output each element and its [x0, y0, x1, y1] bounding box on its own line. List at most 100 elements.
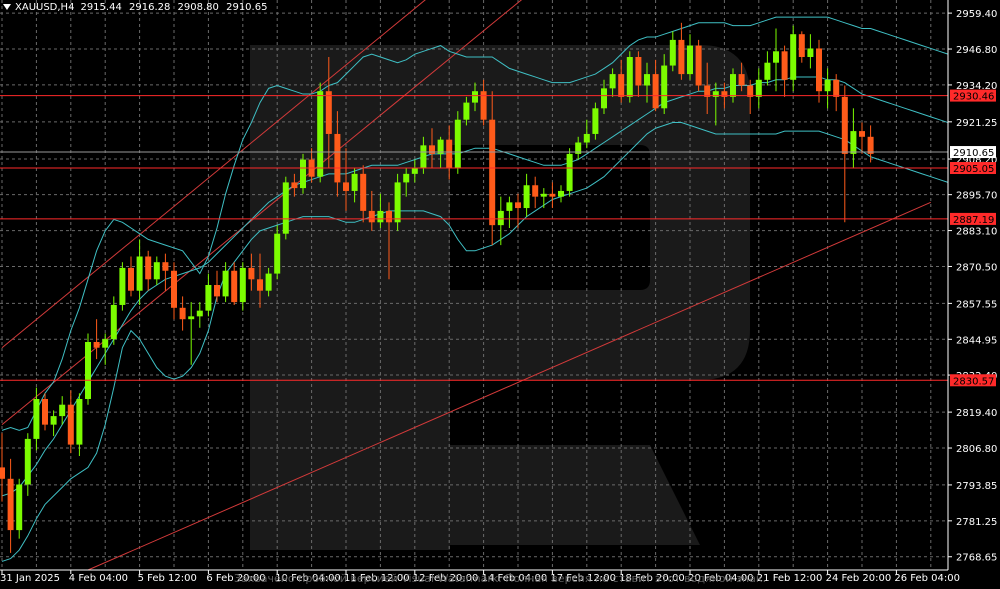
- symbol-label: XAUUSD,H4: [15, 1, 75, 13]
- price-tick-label: 2806.80: [956, 444, 997, 455]
- candle-body: [859, 131, 865, 137]
- time-tick-label: 11 Feb 12:00: [344, 573, 410, 584]
- candle-body: [592, 108, 599, 134]
- candle-body: [222, 270, 229, 297]
- candle-body: [816, 48, 822, 92]
- candle-body: [601, 88, 607, 109]
- candle-body: [618, 74, 625, 97]
- candle-body: [420, 145, 427, 169]
- time-tick-label: 10 Feb 04:00: [275, 573, 341, 584]
- close-value: 2910.65: [226, 1, 268, 13]
- candle-body: [93, 342, 100, 348]
- price-level-tag: [950, 89, 996, 102]
- candle-body: [360, 173, 367, 211]
- candle-body: [850, 131, 857, 154]
- time-axis: 31 Jan 2025 4 Feb 04:00 5 Feb 12:00 6 Feb 2…: [0, 569, 960, 584]
- candle-body: [824, 79, 831, 92]
- price-tick-label: 2946.80: [956, 45, 997, 56]
- grid-lines: [0, 0, 948, 570]
- candle-body: [403, 173, 410, 183]
- high-value: 2916.28: [129, 1, 171, 13]
- price-tick-label: 2870.50: [956, 262, 997, 273]
- chevron-down-icon[interactable]: [3, 4, 11, 10]
- candle-body: [446, 139, 453, 169]
- candle-body: [291, 182, 298, 189]
- candle-body: [523, 185, 530, 209]
- candle-body: [231, 270, 238, 303]
- candle-body: [712, 91, 719, 97]
- price-level-tag: [950, 162, 996, 175]
- time-tick-label: 17 Feb 12:00: [550, 573, 616, 584]
- candle-body: [411, 168, 418, 174]
- candle-body: [7, 478, 14, 531]
- candle-body: [635, 57, 642, 86]
- candle-body: [179, 307, 186, 320]
- candle-body: [764, 62, 771, 80]
- candle-body: [549, 193, 556, 197]
- price-level-label: 2905.05: [953, 164, 994, 175]
- channel-line: [87, 201, 931, 571]
- time-tick-label: 14 Feb 04:00: [482, 573, 548, 584]
- low-value: 2908.80: [177, 1, 219, 13]
- candle-body: [42, 399, 48, 425]
- price-tick-label: 2921.25: [956, 118, 997, 129]
- candle-body: [153, 262, 160, 280]
- candle-body: [773, 51, 779, 63]
- candle-body: [644, 74, 650, 86]
- price-level-tag: [950, 212, 996, 225]
- price-tick-label: 2857.55: [956, 299, 997, 310]
- current-price-tag: [950, 146, 996, 159]
- candle-body: [704, 85, 711, 97]
- price-tick-label: 2959.40: [956, 9, 997, 20]
- candle-body: [239, 267, 246, 303]
- time-tick-label: 6 Feb 20:00: [206, 573, 265, 584]
- candle-body: [437, 139, 444, 154]
- channel-line: [1, 0, 426, 349]
- candle-body: [394, 182, 401, 223]
- price-tick-label: 2883.10: [956, 227, 997, 238]
- candle-body: [119, 267, 126, 305]
- candle-body: [566, 153, 573, 191]
- price-tick-label: 2793.85: [956, 481, 997, 492]
- current-price-label: 2910.65: [953, 148, 994, 159]
- watermark-text: Захвачено пробной версией Visual Waterma…: [234, 572, 766, 585]
- candle-body: [678, 39, 685, 75]
- candle-body: [16, 484, 23, 531]
- open-value: 2915.44: [80, 1, 122, 13]
- candle-body: [33, 399, 40, 439]
- candle-body: [317, 91, 324, 177]
- candle-body: [798, 34, 805, 57]
- candle-body: [128, 267, 134, 291]
- price-tick-label: 2934.20: [956, 81, 997, 92]
- price-level-label: 2830.57: [953, 376, 994, 387]
- candle-body: [558, 190, 564, 197]
- watermark-shape: [450, 445, 700, 545]
- candle-body: [833, 79, 840, 97]
- bollinger-upper: [1, 16, 949, 431]
- candle-body: [248, 267, 255, 280]
- time-tick-label: 12 Feb 20:00: [413, 573, 479, 584]
- candle-body: [196, 310, 203, 317]
- candle-body: [790, 34, 797, 80]
- candle-body: [136, 256, 143, 291]
- candle-body: [472, 91, 478, 103]
- candle-body: [351, 173, 358, 191]
- candle-body: [489, 119, 496, 226]
- price-level-tag: [950, 374, 996, 387]
- candle-body: [867, 136, 874, 154]
- candle-body: [841, 96, 848, 154]
- candle-body: [730, 74, 736, 97]
- candle-body: [480, 91, 487, 120]
- price-levels: [0, 95, 948, 381]
- candle-body: [368, 210, 375, 223]
- candle-body: [274, 233, 281, 274]
- candle-body: [59, 404, 66, 417]
- ohlc-values: 2915.44 2916.28 2908.80 2910.65: [80, 2, 271, 13]
- candle-body: [515, 202, 521, 209]
- candle-body: [188, 316, 195, 320]
- candle-body: [429, 145, 435, 154]
- time-tick-label: 5 Feb 12:00: [138, 573, 197, 584]
- candle-body: [695, 45, 702, 86]
